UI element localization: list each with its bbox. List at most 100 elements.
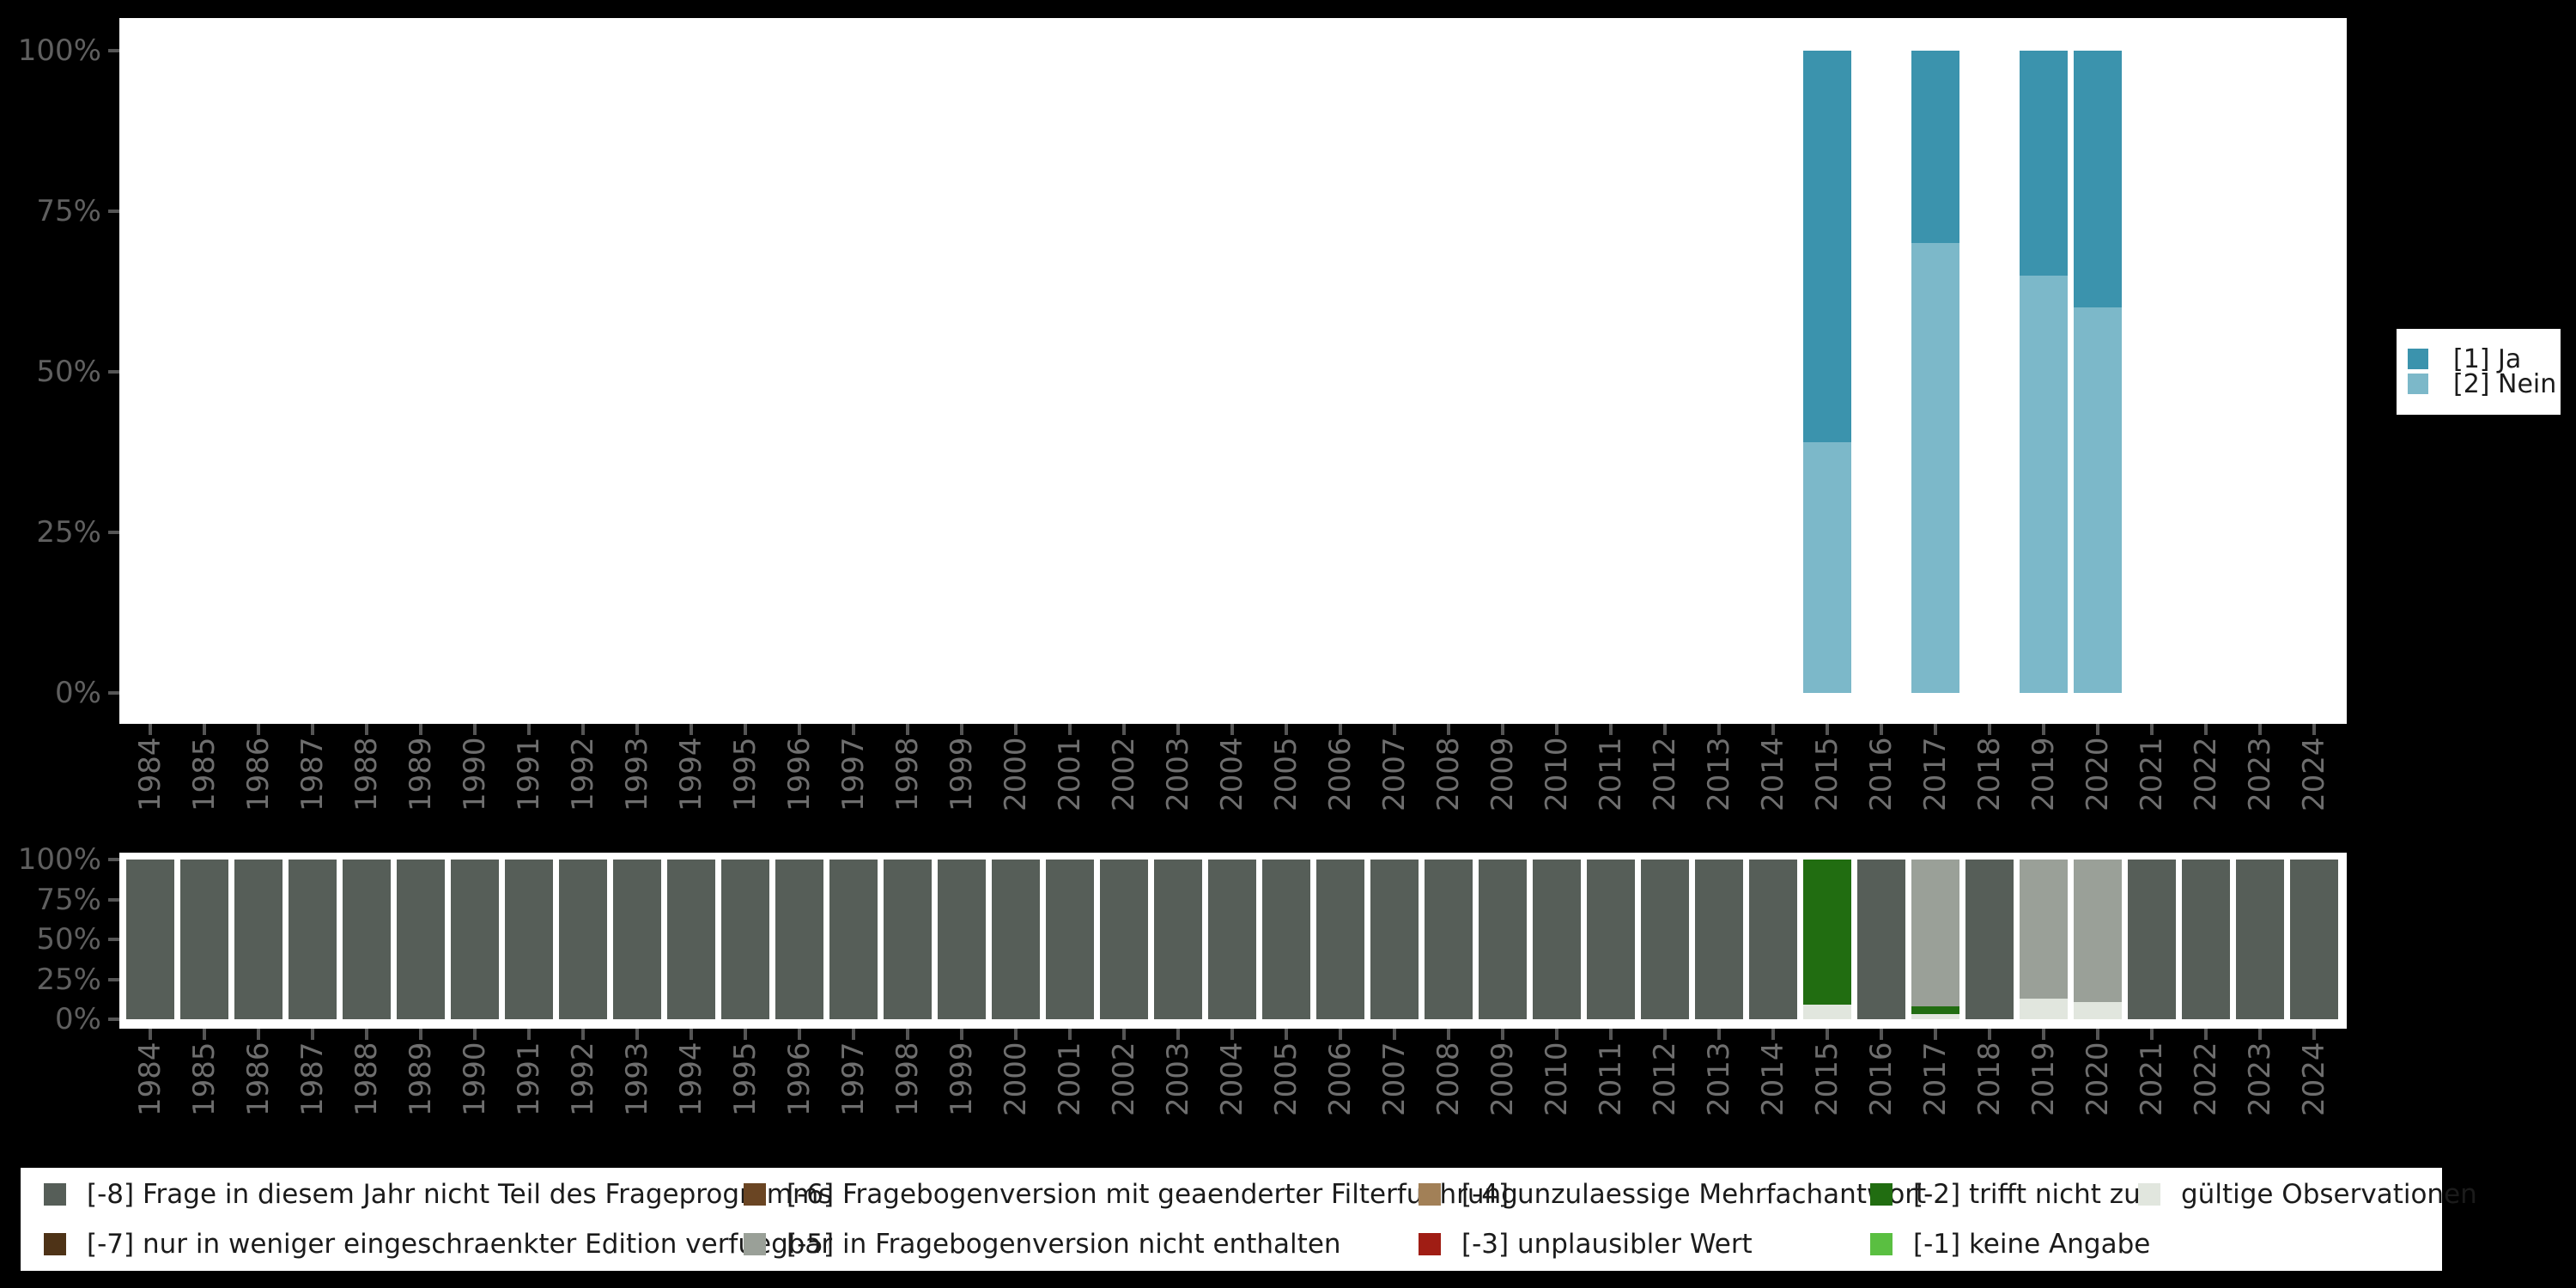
top-x-tick [149,724,152,735]
bar-1989-code--8 [397,860,445,1019]
bottom-x-year-label: 1991 [512,1042,546,1116]
bar-2022-code--8 [2182,860,2230,1019]
bar-2005-code--8 [1262,860,1310,1019]
bottom-x-year-label: 2006 [1323,1042,1358,1116]
bottom-x-year-label: 2015 [1810,1042,1844,1116]
bottom-x-tick [1447,1029,1450,1040]
bottom-y-tick-label: 50% [36,922,101,957]
top-y-tick [108,531,119,534]
bar-1984-code--8 [126,860,174,1019]
bar-1985-code--8 [180,860,228,1019]
bar-1988-code--8 [343,860,391,1019]
bottom-x-year-label: 2017 [1918,1042,1953,1116]
bottom-x-tick [581,1029,585,1040]
top-y-tick [108,210,119,213]
top-x-tick [1339,724,1342,735]
bar-2017-code-nein [1911,243,1959,693]
bottom-y-tick [108,897,119,902]
bar-2013-code--8 [1695,860,1743,1019]
missing-legend-swatch--1 [1870,1233,1893,1255]
bottom-x-tick [1393,1029,1396,1040]
top-x-tick [1393,724,1396,735]
top-x-tick [581,724,585,735]
missing-legend-label-valid: gültige Observationen [2181,1179,2477,1210]
top-x-tick [690,724,693,735]
bottom-y-tick-label: 25% [36,962,101,997]
top-x-tick [798,724,801,735]
bottom-x-year-label: 2018 [1972,1042,2007,1116]
bar-2017-code--2 [1911,1006,1959,1015]
bottom-y-tick [108,938,119,941]
bottom-x-year-label: 1997 [836,1042,871,1116]
bar-1996-code--8 [775,860,823,1019]
top-y-tick-label: 75% [36,194,101,228]
top-x-tick [2204,724,2208,735]
top-x-year-label: 2021 [2135,737,2169,811]
top-x-tick [852,724,855,735]
bottom-x-year-label: 1989 [404,1042,438,1116]
top-x-year-label: 1991 [512,737,546,811]
answers-legend-label-nein: [2] Nein [2453,369,2557,399]
bottom-x-year-label: 1996 [782,1042,817,1116]
missing-legend-swatch--8 [44,1183,66,1206]
bottom-x-tick [1609,1029,1613,1040]
bar-2020-code-valid [2074,1001,2122,1019]
top-x-tick [473,724,477,735]
top-x-year-label: 2013 [1702,737,1736,811]
top-x-year-label: 2005 [1269,737,1303,811]
answers-legend-swatch-nein [2408,374,2428,394]
top-x-year-label: 1998 [890,737,925,811]
bottom-x-tick [1880,1029,1883,1040]
bar-2009-code--8 [1479,860,1527,1019]
bottom-x-tick [906,1029,909,1040]
bottom-x-tick [1176,1029,1180,1040]
top-x-tick [1285,724,1288,735]
bottom-x-year-label: 1985 [187,1042,222,1116]
top-x-tick [1555,724,1558,735]
answers-legend: [1] Ja [2] Nein [2397,329,2561,415]
missing-legend-label--7: [-7] nur in weniger eingeschraenkter Edi… [87,1229,833,1260]
bar-1998-code--8 [884,860,932,1019]
top-x-tick [1934,724,1937,735]
bottom-x-tick [2042,1029,2045,1040]
bottom-x-year-label: 2010 [1540,1042,1574,1116]
bar-1987-code--8 [289,860,337,1019]
bottom-x-tick [473,1029,477,1040]
top-x-tick [1717,724,1721,735]
top-x-year-label: 2017 [1918,737,1953,811]
bottom-x-year-label: 2020 [2081,1042,2115,1116]
bottom-x-year-label: 1988 [349,1042,384,1116]
top-x-year-label: 1997 [836,737,871,811]
bottom-x-tick [2096,1029,2099,1040]
bottom-x-year-label: 2008 [1431,1042,1466,1116]
top-x-tick [960,724,963,735]
top-x-tick [311,724,314,735]
bottom-x-year-label: 2023 [2243,1042,2277,1116]
top-x-tick [1176,724,1180,735]
bar-2021-code--8 [2128,860,2176,1019]
bottom-x-year-label: 2016 [1864,1042,1899,1116]
top-x-year-label: 2019 [2026,737,2061,811]
missing-legend-swatch--5 [744,1233,766,1255]
bottom-x-tick [1555,1029,1558,1040]
bar-1991-code--8 [505,860,553,1019]
top-y-tick [108,49,119,52]
bottom-x-year-label: 2022 [2189,1042,2223,1116]
bottom-x-year-label: 1990 [458,1042,492,1116]
bottom-y-tick-label: 0% [55,1002,101,1036]
bottom-x-tick [2204,1029,2208,1040]
bottom-x-tick [419,1029,422,1040]
bar-1986-code--8 [234,860,283,1019]
top-x-tick [1609,724,1613,735]
top-x-year-label: 2012 [1648,737,1682,811]
top-x-year-label: 1989 [404,737,438,811]
bottom-x-tick [1771,1029,1775,1040]
top-x-tick [744,724,747,735]
bar-2020-code-nein [2074,307,2122,693]
bar-2020-code-ja [2074,51,2122,308]
top-x-year-label: 1995 [728,737,762,811]
bar-1997-code--8 [829,860,878,1019]
top-x-tick [257,724,260,735]
bottom-x-tick [2258,1029,2262,1040]
bar-2014-code--8 [1749,860,1797,1019]
